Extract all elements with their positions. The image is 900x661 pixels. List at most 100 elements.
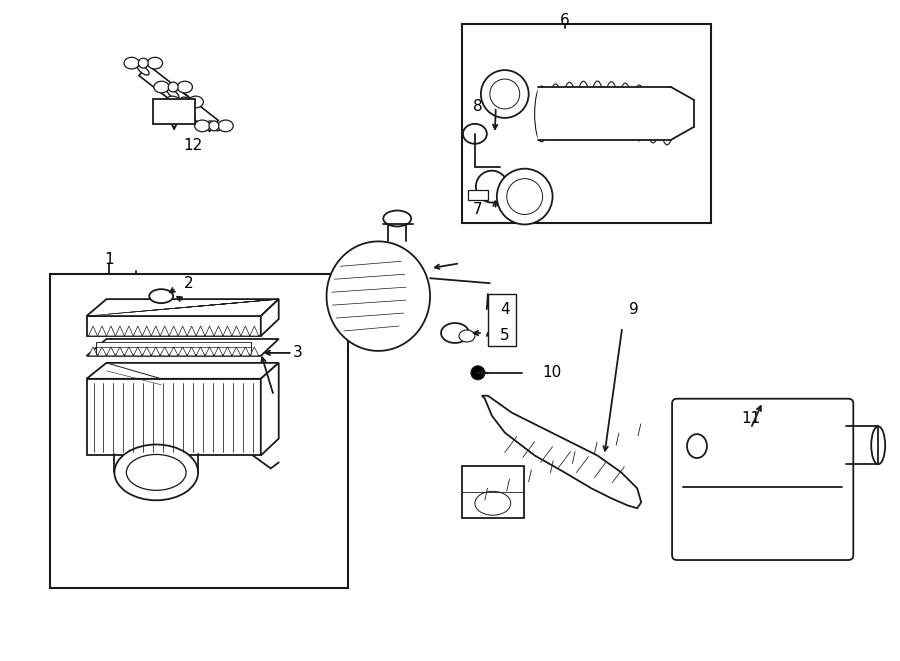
Ellipse shape	[604, 82, 618, 137]
Ellipse shape	[471, 366, 485, 380]
Ellipse shape	[138, 65, 149, 75]
Polygon shape	[133, 347, 142, 356]
Ellipse shape	[209, 121, 219, 131]
Ellipse shape	[139, 58, 148, 68]
Ellipse shape	[149, 289, 173, 303]
Ellipse shape	[660, 89, 674, 145]
Polygon shape	[250, 326, 259, 336]
Ellipse shape	[497, 169, 553, 225]
Ellipse shape	[476, 171, 508, 202]
Polygon shape	[86, 339, 279, 356]
Ellipse shape	[383, 210, 411, 227]
Polygon shape	[106, 326, 115, 336]
Text: 2: 2	[184, 276, 194, 291]
Text: 4: 4	[500, 301, 509, 317]
Ellipse shape	[490, 79, 519, 109]
Polygon shape	[205, 347, 214, 356]
Ellipse shape	[475, 491, 510, 515]
Ellipse shape	[154, 81, 169, 93]
Polygon shape	[169, 89, 219, 132]
Bar	[96, 342, 251, 354]
Ellipse shape	[179, 97, 189, 107]
Polygon shape	[142, 347, 151, 356]
Ellipse shape	[178, 97, 190, 107]
Ellipse shape	[114, 444, 198, 500]
Polygon shape	[151, 347, 160, 356]
Polygon shape	[482, 396, 641, 508]
Bar	[488, 294, 516, 346]
Polygon shape	[151, 326, 160, 336]
Polygon shape	[124, 347, 133, 356]
Polygon shape	[139, 65, 188, 108]
Polygon shape	[232, 347, 241, 356]
Polygon shape	[169, 347, 178, 356]
Polygon shape	[115, 326, 124, 336]
Polygon shape	[88, 326, 97, 336]
Ellipse shape	[124, 58, 140, 69]
Text: 6: 6	[560, 13, 570, 28]
Polygon shape	[86, 379, 261, 455]
Polygon shape	[187, 326, 196, 336]
Bar	[468, 190, 488, 200]
Ellipse shape	[459, 330, 475, 342]
Polygon shape	[537, 87, 694, 140]
Ellipse shape	[441, 323, 469, 343]
FancyBboxPatch shape	[672, 399, 853, 560]
Text: 10: 10	[542, 366, 562, 380]
Polygon shape	[88, 347, 97, 356]
Polygon shape	[142, 326, 151, 336]
Polygon shape	[196, 347, 205, 356]
Text: 1: 1	[104, 252, 114, 267]
Ellipse shape	[188, 96, 203, 108]
Ellipse shape	[871, 426, 886, 464]
Polygon shape	[86, 363, 279, 379]
Polygon shape	[223, 347, 232, 356]
Polygon shape	[223, 326, 232, 336]
Polygon shape	[261, 299, 279, 336]
Ellipse shape	[577, 81, 590, 137]
Ellipse shape	[535, 86, 549, 142]
Ellipse shape	[126, 455, 186, 490]
Ellipse shape	[168, 82, 178, 92]
Polygon shape	[124, 326, 133, 336]
Polygon shape	[169, 326, 178, 336]
Bar	[50, 274, 348, 588]
Ellipse shape	[167, 89, 179, 99]
Ellipse shape	[463, 124, 487, 144]
Ellipse shape	[208, 121, 220, 131]
Ellipse shape	[590, 81, 604, 137]
Ellipse shape	[507, 178, 543, 214]
Polygon shape	[250, 347, 259, 356]
Text: 7: 7	[473, 202, 482, 217]
Polygon shape	[187, 347, 196, 356]
Ellipse shape	[632, 85, 646, 141]
Polygon shape	[196, 326, 205, 336]
Polygon shape	[261, 363, 279, 455]
Text: 9: 9	[629, 301, 639, 317]
Ellipse shape	[218, 120, 233, 132]
Text: 5: 5	[500, 329, 509, 344]
Ellipse shape	[177, 81, 193, 93]
Polygon shape	[97, 347, 106, 356]
Bar	[462, 24, 711, 223]
Text: 8: 8	[473, 99, 482, 114]
Polygon shape	[160, 347, 169, 356]
Bar	[462, 467, 524, 518]
Ellipse shape	[165, 96, 180, 108]
Polygon shape	[214, 347, 223, 356]
Polygon shape	[133, 326, 142, 336]
Polygon shape	[205, 326, 214, 336]
Ellipse shape	[194, 120, 210, 132]
Ellipse shape	[618, 83, 632, 139]
Ellipse shape	[148, 58, 163, 69]
Ellipse shape	[687, 434, 707, 458]
Ellipse shape	[481, 70, 528, 118]
Polygon shape	[86, 287, 261, 319]
Text: 12: 12	[184, 138, 202, 153]
Text: 11: 11	[741, 411, 760, 426]
Polygon shape	[178, 326, 187, 336]
Polygon shape	[232, 326, 241, 336]
Bar	[153, 99, 195, 124]
Polygon shape	[86, 316, 261, 336]
Polygon shape	[97, 326, 106, 336]
